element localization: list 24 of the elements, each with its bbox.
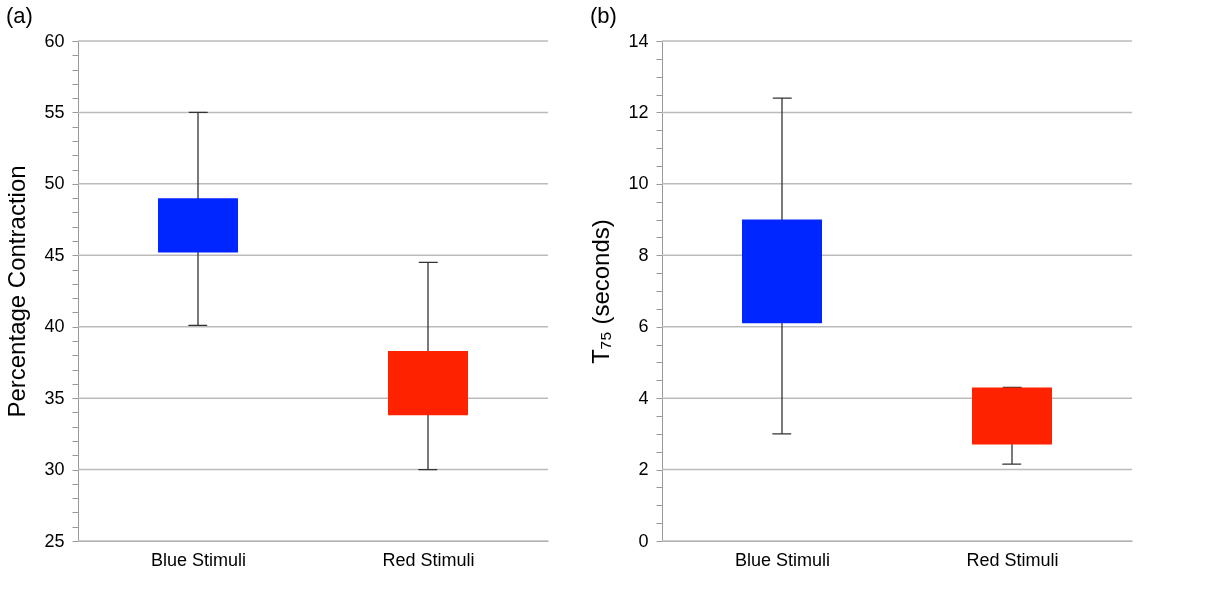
y-tick-label: 12 [628,101,649,122]
y-axis-title: T₇₅ (seconds) [587,219,615,364]
y-tick-label: 14 [628,30,649,51]
y-tick-label: 6 [638,316,649,337]
y-tick-label: 0 [638,530,649,551]
y-tick-label: 35 [44,387,65,408]
x-tick-label: Red Stimuli [382,549,475,570]
x-tick-label: Blue Stimuli [734,549,831,570]
chart-title: (b) [589,3,617,28]
y-axis-title: Percentage Contraction [3,165,31,418]
x-tick-label: Red Stimuli [966,549,1059,570]
y-tick-label: 8 [638,244,649,265]
y-tick-label: 60 [44,30,65,51]
y-tick-label: 2 [638,459,649,480]
y-tick-label: 55 [44,101,65,122]
y-tick-label: 50 [44,173,65,194]
y-tick-label: 40 [44,316,65,337]
y-tick-label: 45 [44,244,65,265]
x-tick-label: Blue Stimuli [150,549,247,570]
y-tick-label: 4 [638,387,649,408]
y-tick-label: 25 [44,530,65,551]
chart-title: (a) [5,3,33,28]
y-tick-label: 10 [628,173,649,194]
y-tick-label: 30 [44,459,65,480]
